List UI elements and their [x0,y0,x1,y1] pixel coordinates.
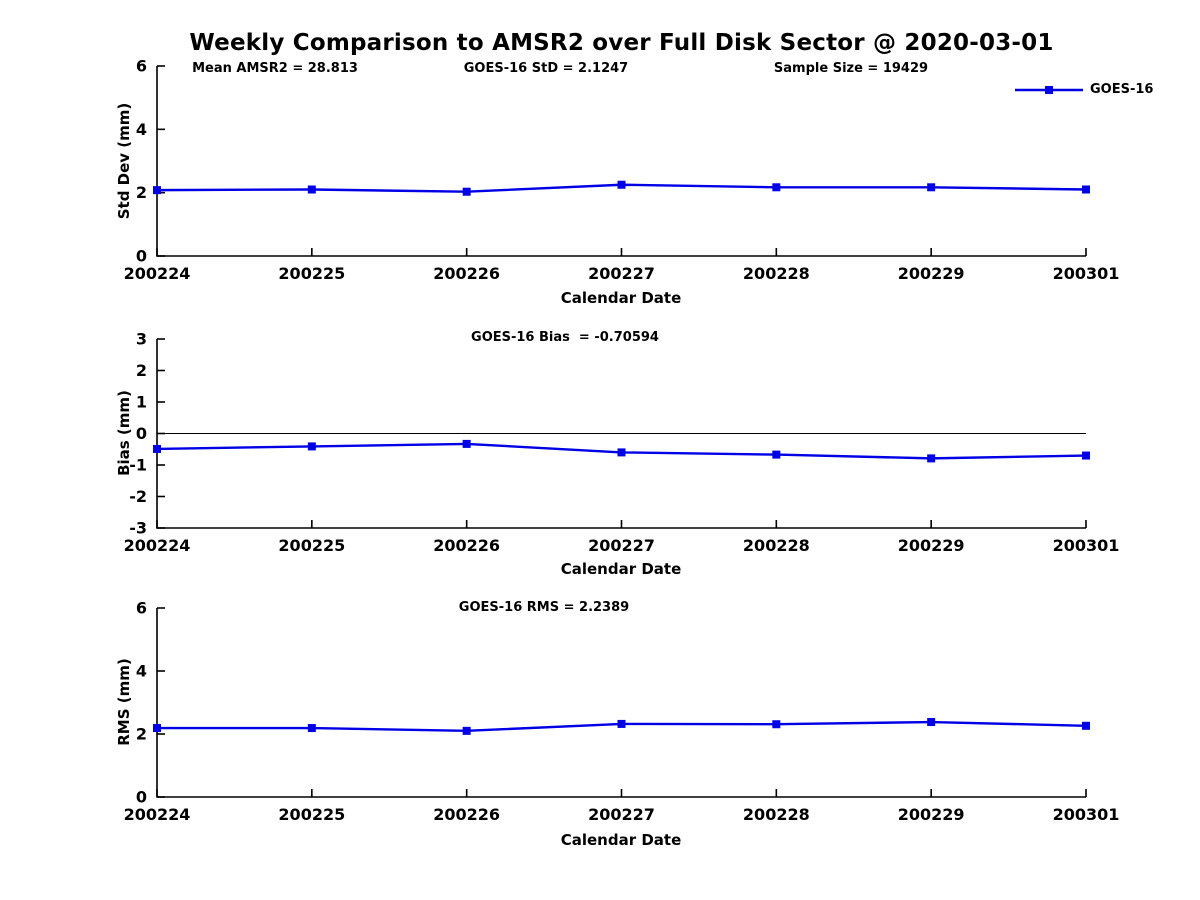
x-tick-label: 200229 [898,805,965,824]
std-dev-chart: 0 2 4 6 200224 200225 200226 200227 200228 200229… [124,57,1120,284]
y-tick-label: 6 [136,599,147,618]
annotation-goes16-std: GOES-16 StD = 2.1247 [463,61,629,76]
x-tick-label: 200227 [588,536,655,555]
data-point-marker [772,183,781,192]
y-axis-label-rms: RMS (mm) [115,658,133,746]
y-tick-label: 4 [136,662,147,681]
figure-title: Weekly Comparison to AMSR2 over Full Dis… [189,30,1054,56]
y-tick-label: 4 [136,120,147,139]
x-tick-label: 200301 [1053,536,1120,555]
x-axis-label-calendar-date-bottom: Calendar Date [560,831,682,849]
data-point-marker [307,724,316,733]
x-tick-label: 200224 [124,264,191,283]
data-point-marker [772,450,781,459]
data-point-marker [617,180,626,189]
x-tick-label: 200224 [124,536,191,555]
data-point-marker [1082,185,1090,194]
x-tick-label: 200227 [588,264,655,283]
x-tick-label: 200226 [433,536,500,555]
axis-spines [156,66,1086,257]
x-tick-label: 200228 [743,264,810,283]
x-tick-label: 200224 [124,805,191,824]
data-point-marker [153,186,161,195]
y-tick-label: 1 [136,393,147,412]
data-point-marker [462,726,471,735]
y-tick-label: 2 [136,725,147,744]
x-tick-label: 200229 [898,264,965,283]
y-axis-label-std-dev: Std Dev (mm) [115,102,133,220]
annotation-goes16-bias: GOES-16 Bias = -0.70594 [471,330,659,345]
x-tick-label: 200228 [743,805,810,824]
legend-line-marker-icon [1015,85,1083,94]
data-point-marker [772,720,781,729]
y-tick-label: -2 [129,487,147,506]
y-tick-label: -3 [129,519,147,538]
bias-chart: -3 -2 -1 0 1 2 3 200224 200225 200226 200227 200228… [124,330,1120,556]
x-tick-label: 200226 [433,805,500,824]
data-point-marker [617,719,626,728]
y-tick-label: 2 [136,183,147,202]
data-point-marker [927,454,936,463]
y-tick-label: 0 [136,788,147,807]
data-point-marker [1082,721,1090,730]
y-tick-label: -1 [129,456,147,475]
legend: GOES-16 [1015,82,1153,97]
x-tick-label: 200225 [278,536,345,555]
x-tick-label: 200229 [898,536,965,555]
x-tick-label: 200225 [278,264,345,283]
x-tick-label: 200227 [588,805,655,824]
data-point-marker [307,442,316,451]
x-axis-label-calendar-date-middle: Calendar Date [560,560,682,578]
y-tick-label: 3 [136,330,147,349]
data-point-marker [617,448,626,457]
data-point-marker [153,444,161,453]
y-tick-label: 2 [136,361,147,380]
y-tick-label: 0 [136,247,147,266]
annotation-sample-size: Sample Size = 19429 [773,61,929,76]
y-axis-label-bias: Bias (mm) [115,390,133,476]
axis-spines [156,608,1086,798]
rms-chart: 0 2 4 6 200224 200225 200226 200227 200228 200229… [124,599,1120,825]
x-tick-label: 200226 [433,264,500,283]
x-axis-label-calendar-date-top: Calendar Date [560,289,682,307]
x-tick-label: 200301 [1053,805,1120,824]
x-tick-label: 200225 [278,805,345,824]
y-tick-label: 6 [136,57,147,76]
legend-label: GOES-16 [1090,82,1154,97]
y-tick-label: 0 [136,424,147,443]
data-point-marker [462,187,471,196]
data-point-marker [153,724,161,733]
data-point-marker [307,185,316,194]
data-point-marker [1082,451,1090,460]
data-point-marker [462,439,471,448]
data-point-marker [927,183,936,192]
x-tick-label: 200228 [743,536,810,555]
x-tick-label: 200301 [1053,264,1120,283]
annotation-mean-amsr2: Mean AMSR2 = 28.813 [192,61,358,76]
data-point-marker [927,718,936,727]
annotation-goes16-rms: GOES-16 RMS = 2.2389 [458,600,630,615]
